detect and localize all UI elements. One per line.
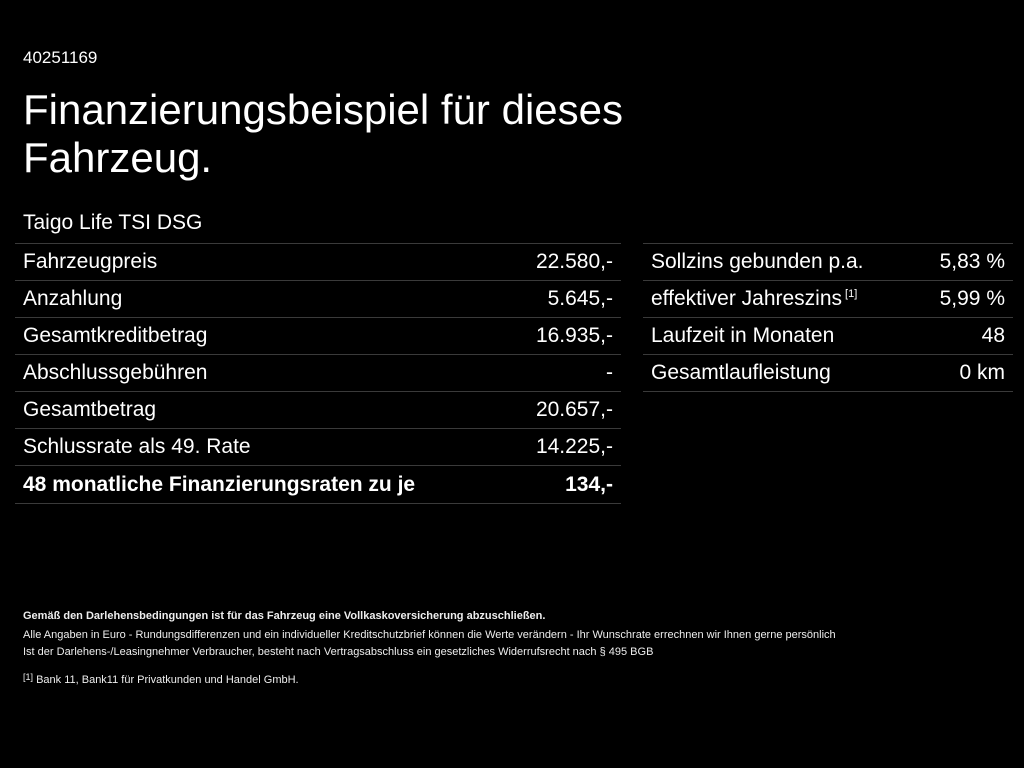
row-label: 48 monatliche Finanzierungsraten zu je <box>23 472 416 496</box>
row-label: effektiver Jahreszins [1] <box>651 287 857 311</box>
row-value: 5,83 % <box>939 250 1005 273</box>
row-label: Fahrzeugpreis <box>23 250 158 273</box>
table-row: Schlussrate als 49. Rate 14.225,- <box>15 428 621 465</box>
monthly-rate-row: 48 monatliche Finanzierungsraten zu je 13… <box>15 465 621 504</box>
interest-table: Sollzins gebunden p.a. 5,83 % effektiver … <box>643 243 1013 392</box>
table-row: Abschlussgebühren - <box>15 354 621 391</box>
footnote-mark: [1] <box>23 672 34 682</box>
table-row: Gesamtbetrag 20.657,- <box>15 391 621 428</box>
footnote-ref: [1] <box>845 288 858 300</box>
row-value: 48 <box>981 324 1005 347</box>
row-label: Schlussrate als 49. Rate <box>23 435 251 458</box>
legal-notes: Gemäß den Darlehensbedingungen ist für d… <box>23 607 836 690</box>
row-value: 0 km <box>959 361 1005 384</box>
row-value: 16.935,- <box>535 324 613 347</box>
row-label: Gesamtlaufleistung <box>651 361 831 384</box>
footnote: [1] Bank 11, Bank11 für Privatkunden und… <box>23 668 836 690</box>
footnote-text: Bank 11, Bank11 für Privatkunden und Han… <box>36 674 299 686</box>
table-row: Fahrzeugpreis 22.580,- <box>15 243 621 280</box>
table-row: effektiver Jahreszins [1] 5,99 % <box>643 280 1013 317</box>
label-text: effektiver Jahreszins <box>651 287 843 310</box>
disclaimer-line: Alle Angaben in Euro - Rundungsdifferenz… <box>23 629 836 641</box>
insurance-note: Gemäß den Darlehensbedingungen ist für d… <box>23 610 546 622</box>
table-row: Laufzeit in Monaten 48 <box>643 317 1013 354</box>
row-value: 5,99 % <box>939 287 1005 310</box>
row-value: 22.580,- <box>535 250 613 273</box>
financing-table: Fahrzeugpreis 22.580,- Anzahlung 5.645,- G… <box>15 243 621 504</box>
row-label: Gesamtbetrag <box>23 398 157 421</box>
row-label: Anzahlung <box>23 287 123 310</box>
table-row: Anzahlung 5.645,- <box>15 280 621 317</box>
row-value: 134,- <box>565 472 613 496</box>
row-value: 5.645,- <box>547 287 613 310</box>
model-name: Taigo Life TSI DSG <box>23 211 203 234</box>
vehicle-id: 40251169 <box>23 48 98 67</box>
table-row: Gesamtlaufleistung 0 km <box>643 354 1013 392</box>
row-label: Gesamtkreditbetrag <box>23 324 208 347</box>
row-value: 14.225,- <box>535 435 613 458</box>
row-value: - <box>606 361 613 384</box>
table-row: Gesamtkreditbetrag 16.935,- <box>15 317 621 354</box>
disclaimer-line: Ist der Darlehens-/Leasingnehmer Verbrau… <box>23 646 654 658</box>
row-label: Sollzins gebunden p.a. <box>651 250 864 273</box>
row-label: Abschlussgebühren <box>23 361 208 384</box>
row-label: Laufzeit in Monaten <box>651 324 835 347</box>
page-title: Finanzierungsbeispiel für dieses Fahrzeu… <box>23 86 623 181</box>
row-value: 20.657,- <box>535 398 613 421</box>
table-row: Sollzins gebunden p.a. 5,83 % <box>643 243 1013 280</box>
